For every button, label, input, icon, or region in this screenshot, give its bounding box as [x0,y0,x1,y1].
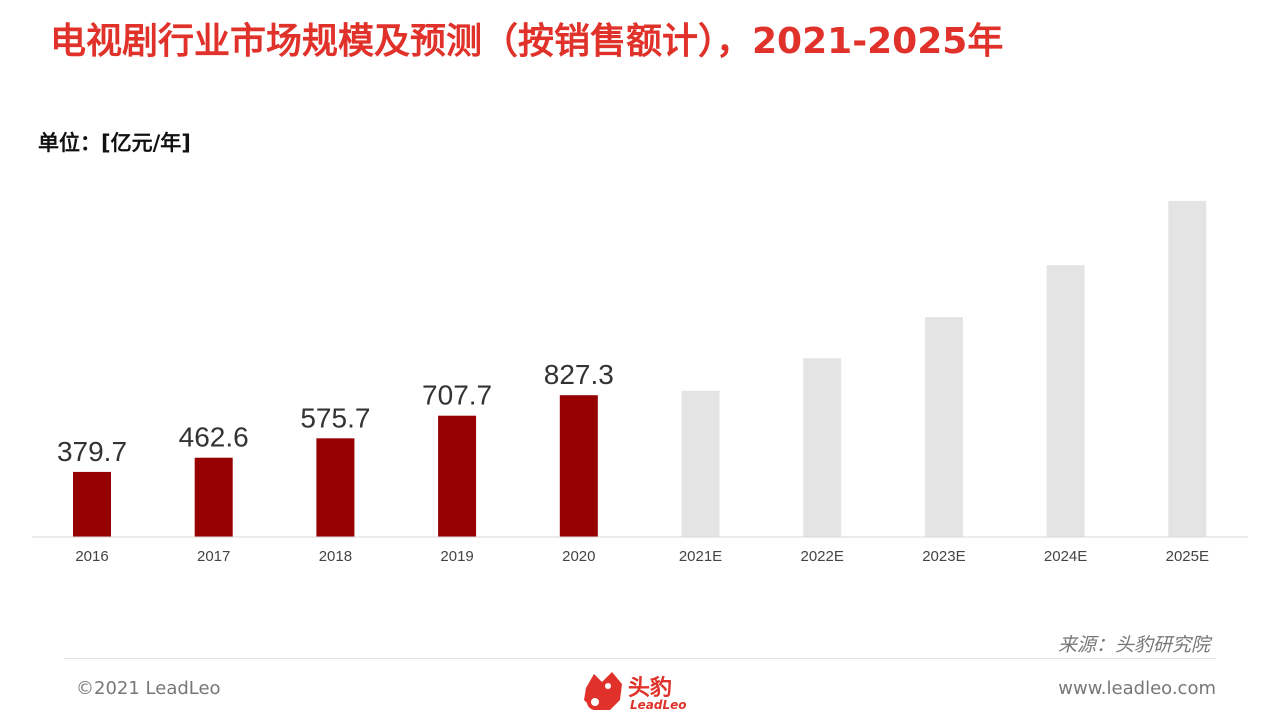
bar-2018 [316,438,355,537]
copyright-text: ©2021 LeadLeo [76,678,221,699]
x-tick-label-2016: 2016 [75,548,108,565]
x-tick-label-2022E: 2022E [801,548,844,565]
logo-chinese-text: 头豹 [628,676,673,701]
footer-divider [64,658,1216,659]
data-label-2020: 827.3 [544,359,614,390]
bar-2022E [803,358,842,537]
bar-2019 [438,415,477,537]
bar-2017 [194,457,233,537]
x-tick-label-2018: 2018 [319,548,352,565]
unit-label: 单位：[亿元/年] [38,131,191,155]
website-link[interactable]: www.leadleo.com [1058,678,1216,699]
page-title: 电视剧行业市场规模及预测（按销售额计），2021-2025年 [50,21,1004,62]
leadleo-logo: 头豹 LeadLeo [578,666,708,718]
data-label-2018: 575.7 [300,402,370,433]
bar-2024E [1046,265,1085,537]
data-label-2017: 462.6 [179,422,249,453]
logo-english-text: LeadLeo [630,698,687,712]
x-tick-label-2017: 2017 [197,548,230,565]
bar-2016 [73,471,111,537]
x-tick-label-2025E: 2025E [1166,548,1209,565]
source-note: 来源：头豹研究院 [1057,634,1210,656]
x-tick-label-2019: 2019 [440,548,473,565]
x-tick-label-2021E: 2021E [679,548,722,565]
leopard-head-icon [584,672,622,710]
data-label-2019: 707.7 [422,380,492,411]
bar-2020 [559,395,598,537]
x-tick-label-2020: 2020 [562,548,595,565]
bar-2021E [681,390,720,537]
bar-chart: 379.7 2016 462.6 2017 575.7 2018 707.7 2019 827.… [32,200,1248,565]
x-tick-label-2023E: 2023E [922,548,965,565]
data-label-2016: 379.7 [57,436,127,467]
bar-2023E [924,317,963,537]
x-tick-label-2024E: 2024E [1044,548,1087,565]
bar-2025E [1168,200,1207,538]
